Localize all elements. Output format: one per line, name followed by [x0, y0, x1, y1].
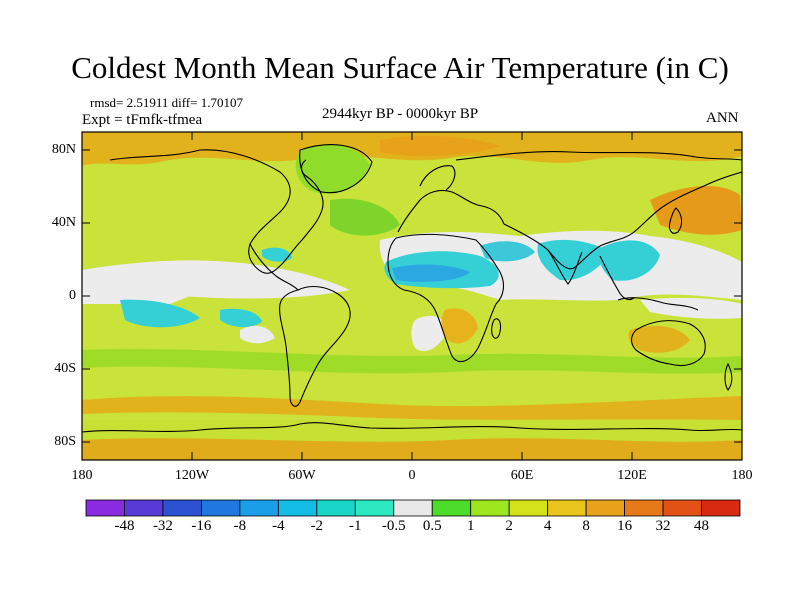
colorbar-swatch — [470, 499, 510, 517]
xlabel-60w: 60W — [288, 468, 316, 483]
map-title: Coldest Month Mean Surface Air Temperatu… — [71, 50, 729, 85]
season-text: ANN — [706, 110, 739, 126]
xlabel-60e: 60E — [510, 468, 534, 483]
central-america-coast — [249, 243, 299, 291]
madagascar-coast — [491, 318, 502, 339]
south-africa-orange — [441, 308, 478, 344]
southern-ocean-orange — [82, 396, 742, 420]
xlabel-120w: 120W — [174, 468, 210, 483]
colorbar-label: -2 — [310, 518, 324, 534]
xlabel-0: 0 — [408, 468, 416, 483]
colorbar-label: 48 — [694, 518, 710, 534]
north-atlantic-green — [330, 198, 400, 236]
colorbar-label: -48 — [114, 518, 135, 534]
east-asia-orange — [650, 185, 742, 235]
indonesia-coast — [617, 297, 699, 311]
colorbar — [85, 499, 741, 517]
colorbar-label: 2 — [505, 518, 513, 534]
ylabel-0: 0 — [69, 288, 76, 303]
ylabel-80n: 80N — [51, 142, 76, 157]
east-asia-cyan — [598, 240, 660, 281]
arctic-asia-coast — [455, 151, 742, 161]
colorbar-label: -4 — [272, 518, 285, 534]
xlabel-180-left: 180 — [71, 468, 93, 483]
colorbar-swatch — [701, 499, 741, 517]
southeast-asia-coast — [599, 255, 635, 301]
australia-orange — [628, 325, 690, 353]
scandinavia-coast — [419, 165, 456, 191]
arctic-orange-patch — [380, 135, 500, 157]
pacific-cyan-1 — [120, 299, 200, 328]
colorbar-label: -0.5 — [381, 518, 406, 534]
xlabel-120e: 120E — [617, 468, 647, 483]
south-green-band — [82, 348, 742, 374]
south-atlantic-neutral — [411, 315, 448, 352]
ylabel-40n: 40N — [51, 215, 76, 230]
colorbar-swatch — [162, 499, 202, 517]
temperature-field — [82, 132, 742, 460]
colorbar-label: -8 — [233, 518, 247, 534]
colorbar-swatch — [393, 499, 433, 517]
south-america-coast — [279, 285, 351, 407]
colorbar-swatch — [85, 499, 125, 517]
coastlines — [82, 144, 742, 433]
tropical-neutral-2 — [240, 325, 275, 344]
india-cyan — [537, 239, 610, 281]
colorbar-swatch — [431, 499, 472, 517]
colorbar-label: -16 — [191, 518, 212, 534]
greenland-coast — [299, 144, 373, 194]
colorbar-label: 1 — [466, 518, 475, 534]
greenland-green — [295, 145, 370, 194]
colorbar-swatch — [124, 499, 164, 517]
pacific-cyan-2 — [220, 308, 262, 328]
pacific-cyan-3 — [262, 247, 292, 262]
sahara-blue — [392, 264, 470, 282]
colorbar-label: 4 — [543, 518, 552, 534]
colorbar-swatch — [585, 499, 625, 517]
colorbar-label: 32 — [655, 518, 671, 534]
colorbar-label: 8 — [582, 518, 590, 534]
arabia-cyan — [480, 241, 535, 262]
colorbar-swatch — [277, 499, 318, 517]
colorbar-swatch — [201, 499, 241, 517]
antarctic-orange-edge — [82, 438, 742, 460]
north-america-coast — [109, 149, 324, 274]
new-zealand-coast — [724, 362, 733, 391]
japan-coast — [668, 207, 683, 234]
colorbar-label: -1 — [349, 518, 362, 534]
stats-text: rmsd= 2.51911 diff= 1.70107 — [90, 95, 243, 110]
ylabel-40s: 40S — [54, 361, 76, 376]
experiment-text: Expt = tFmfk-tfmea — [82, 112, 203, 128]
colorbar-swatch — [547, 499, 587, 517]
colorbar-swatch — [624, 499, 664, 517]
antarctica-coast — [82, 422, 742, 433]
colorbar-label: 16 — [617, 518, 633, 534]
colorbar-label: -32 — [152, 518, 173, 534]
ylabel-80s: 80S — [54, 434, 76, 449]
period-text: 2944kyr BP - 0000kyr BP — [322, 106, 479, 122]
xlabel-180-right: 180 — [731, 468, 753, 483]
colorbar-swatch — [239, 499, 279, 517]
colorbar-swatch — [662, 499, 702, 517]
europe-coast — [397, 189, 505, 233]
colorbar-swatch — [508, 499, 549, 517]
australia-coast — [630, 320, 706, 367]
india-coast — [547, 249, 583, 285]
colorbar-label: 0.5 — [422, 518, 442, 534]
africa-coast — [387, 233, 505, 363]
colorbar-swatch — [354, 499, 395, 517]
axis-ticks — [82, 132, 742, 460]
equator-neutral — [82, 284, 200, 304]
colorbar-swatch — [316, 499, 356, 517]
